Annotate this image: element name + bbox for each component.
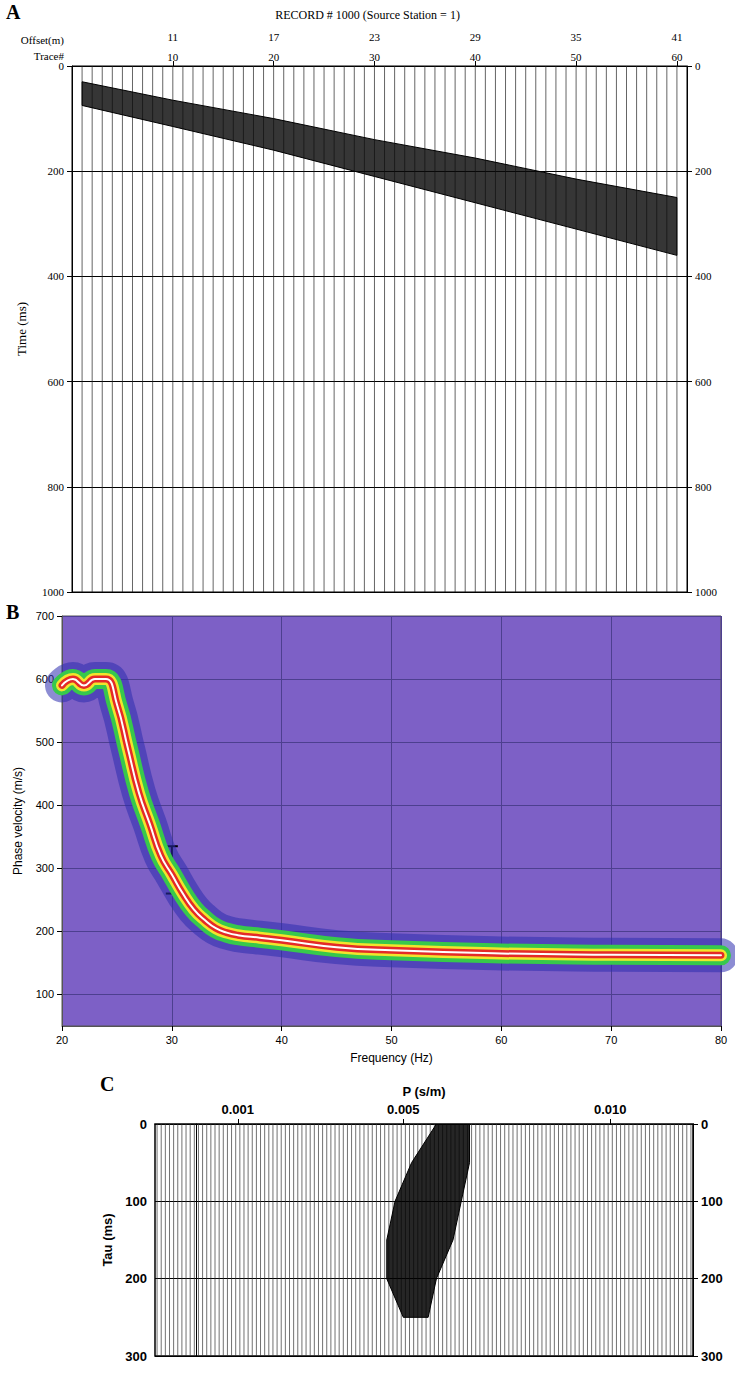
svg-text:600: 600 [48, 376, 65, 388]
svg-text:300: 300 [36, 862, 54, 874]
svg-text:30: 30 [166, 1034, 178, 1046]
svg-text:1000: 1000 [42, 586, 65, 598]
svg-text:600: 600 [35, 673, 54, 686]
svg-text:10: 10 [167, 51, 179, 63]
svg-text:B: B [6, 601, 19, 623]
svg-text:RECORD # 1000 (Source Station: RECORD # 1000 (Source Station = 1) [275, 8, 460, 22]
svg-text:50: 50 [385, 1034, 397, 1046]
svg-text:700: 700 [36, 610, 54, 622]
svg-text:40: 40 [470, 51, 482, 63]
svg-text:Trace#: Trace# [33, 50, 64, 62]
svg-text:200: 200 [48, 165, 65, 177]
svg-text:100: 100 [36, 988, 54, 1000]
svg-text:400: 400 [36, 799, 54, 811]
svg-text:Offset(m): Offset(m) [21, 34, 65, 47]
svg-text:50: 50 [571, 51, 583, 63]
svg-text:200: 200 [125, 1271, 147, 1286]
svg-text:Frequency (Hz): Frequency (Hz) [350, 1051, 433, 1065]
svg-text:800: 800 [48, 481, 65, 493]
svg-text:0.010: 0.010 [594, 1102, 627, 1117]
svg-text:C: C [100, 1073, 114, 1095]
svg-text:20: 20 [268, 51, 280, 63]
svg-text:400: 400 [695, 270, 712, 282]
svg-text:60: 60 [495, 1034, 507, 1046]
svg-text:70: 70 [605, 1034, 617, 1046]
svg-text:300: 300 [125, 1349, 147, 1364]
svg-text:35: 35 [571, 31, 583, 43]
svg-text:Tau (ms): Tau (ms) [100, 1213, 115, 1266]
svg-text:41: 41 [671, 31, 682, 43]
svg-text:600: 600 [695, 376, 712, 388]
svg-text:23: 23 [369, 31, 381, 43]
svg-text:200: 200 [701, 1271, 723, 1286]
svg-text:0.001: 0.001 [221, 1102, 254, 1117]
svg-text:400: 400 [48, 270, 65, 282]
svg-text:500: 500 [36, 736, 54, 748]
svg-text:Time (ms): Time (ms) [14, 302, 29, 356]
svg-text:100: 100 [125, 1194, 147, 1209]
svg-text:80: 80 [715, 1034, 727, 1046]
svg-text:17: 17 [268, 31, 280, 43]
svg-text:P (s/m): P (s/m) [402, 1084, 445, 1099]
svg-text:60: 60 [671, 51, 683, 63]
svg-text:0: 0 [695, 60, 701, 72]
svg-text:800: 800 [695, 481, 712, 493]
svg-text:1000: 1000 [695, 586, 718, 598]
svg-text:A: A [6, 1, 21, 23]
svg-text:29: 29 [470, 31, 482, 43]
svg-text:30: 30 [369, 51, 381, 63]
svg-text:Phase velocity (m/s): Phase velocity (m/s) [11, 767, 25, 875]
svg-text:0: 0 [59, 60, 65, 72]
svg-text:0: 0 [701, 1117, 708, 1132]
svg-text:40: 40 [276, 1034, 288, 1046]
svg-text:200: 200 [36, 925, 54, 937]
svg-text:20: 20 [56, 1034, 68, 1046]
svg-text:0: 0 [140, 1117, 147, 1132]
svg-text:200: 200 [695, 165, 712, 177]
svg-text:100: 100 [701, 1194, 723, 1209]
svg-text:11: 11 [168, 31, 179, 43]
svg-text:300: 300 [701, 1349, 723, 1364]
svg-text:0.005: 0.005 [387, 1102, 420, 1117]
